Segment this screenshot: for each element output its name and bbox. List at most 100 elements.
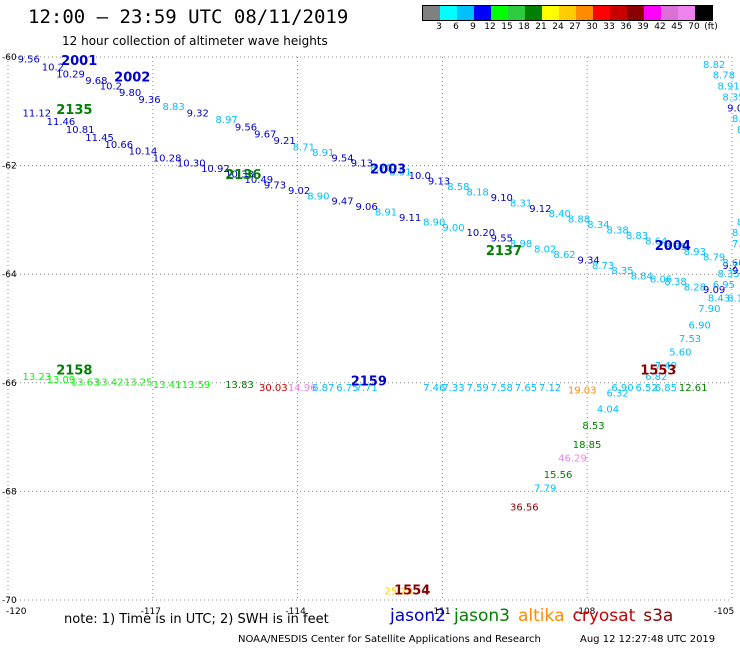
- swh-point-label: 7.12: [539, 383, 561, 394]
- colorbar-label: 70: [688, 22, 700, 32]
- lon-tick-label: -114: [285, 607, 306, 617]
- colorbar-swatch: [474, 6, 491, 20]
- swh-point-label: 8.28: [684, 282, 706, 293]
- pass-number-label: 2001: [61, 54, 97, 69]
- colorbar-label: 15: [501, 22, 513, 32]
- swh-point-label: 8.93: [684, 247, 706, 258]
- swh-point-label: 8.64: [645, 236, 667, 247]
- pass-number-label: 2159: [351, 375, 387, 390]
- swh-point-label: 10.29: [56, 70, 85, 81]
- swh-point-label: 8.91: [718, 82, 740, 93]
- pass-number-label: 2002: [114, 70, 150, 85]
- swh-point-label: 7.90: [698, 304, 720, 315]
- colorbar-label: 24: [552, 22, 564, 32]
- swh-point-label: 8.78: [713, 71, 735, 82]
- swh-point-label: 9.47: [331, 197, 353, 208]
- swh-point-label: 8.30: [732, 228, 740, 239]
- colorbar-label: (ft): [704, 22, 718, 32]
- pass-number-label: 2136: [225, 168, 261, 183]
- swh-point-label: 8.91: [375, 208, 397, 219]
- pass-number-label: 1553: [640, 364, 676, 379]
- swh-point-label: 9.56: [18, 54, 40, 65]
- map-title: 12:00 – 23:59 UTC 08/11/2019: [28, 6, 349, 28]
- swh-point-label: 8.97: [216, 115, 238, 126]
- map-grid: [7, 56, 733, 601]
- colorbar-label: 33: [603, 22, 615, 32]
- lat-tick-label: -62: [2, 162, 17, 172]
- swh-point-label: 10.81: [66, 125, 95, 136]
- swh-point-label: 6.82: [645, 372, 667, 383]
- satellite-legend-cryosat: cryosat: [572, 606, 636, 626]
- swh-point-label: 6.85: [655, 383, 677, 394]
- swh-point-label: 10.20: [467, 228, 496, 239]
- swh-point-label: 8.73: [592, 261, 614, 272]
- swh-point-label: 7.49: [655, 361, 677, 372]
- colorbar-label: 12: [484, 22, 496, 32]
- swh-point-label: 6.32: [607, 388, 629, 399]
- swh-point-label: 8.85: [664, 242, 686, 253]
- swh-point-label: 8.35: [718, 269, 740, 280]
- colorbar-label: 3: [436, 22, 442, 32]
- swh-point-label: 9.13: [351, 159, 373, 170]
- colorbar-swatch: [593, 6, 610, 20]
- swh-point-label: 9.11: [399, 213, 421, 224]
- satellite-legend-jason3: jason3: [454, 606, 510, 626]
- swh-points: 9.5610.210.299.6810.29.809.368.839.328.9…: [18, 54, 740, 597]
- swh-point-label: 14.96: [288, 383, 317, 394]
- colorbar-swatch: [423, 6, 440, 20]
- swh-point-label: 11.46: [47, 117, 76, 128]
- map-subtitle: 12 hour collection of altimeter wave hei…: [62, 34, 328, 48]
- swh-point-label: 12.61: [679, 383, 708, 394]
- swh-point-label: 8.71: [293, 142, 315, 153]
- swh-point-label: 9.10: [491, 193, 513, 204]
- swh-point-label: 9.55: [491, 234, 513, 245]
- swh-point-label: 19.03: [568, 386, 597, 397]
- pass-number-label: 2137: [486, 244, 522, 259]
- swh-point-label: 13.09: [47, 375, 76, 386]
- pass-number-label: 2135: [56, 103, 92, 118]
- colorbar-label: 21: [535, 22, 547, 32]
- swh-point-label: 8.91: [389, 167, 411, 178]
- swh-point-label: 8.84: [631, 272, 653, 283]
- swh-point-label: 9.77: [722, 261, 740, 272]
- pass-labels: 2001 2002 2135 2136 2003 2137 2004 1553 1554 2158…: [56, 54, 691, 598]
- swh-point-label: 13.59: [182, 380, 211, 391]
- swh-point-label: 7.59: [467, 383, 489, 394]
- colorbar-label: 39: [637, 22, 649, 32]
- swh-point-label: 10.2: [100, 82, 122, 93]
- swh-point-label: 10.66: [105, 140, 134, 151]
- swh-point-label: 10.2: [42, 63, 64, 74]
- swh-point-label: 5.60: [669, 348, 691, 359]
- swh-point-label: 10.33: [225, 170, 254, 181]
- colorbar-swatch: [457, 6, 474, 20]
- swh-point-label: 13.23: [22, 372, 51, 383]
- colorbar-swatch: [695, 6, 712, 20]
- swh-point-label: 8.79: [703, 253, 725, 264]
- swh-point-label: 8.96: [732, 114, 740, 125]
- swh-point-label: 7.79: [534, 483, 556, 494]
- swh-point-label: 9.09: [703, 285, 725, 296]
- swh-point-label: 8.38: [664, 277, 686, 288]
- swh-point-label: 30.03: [259, 383, 288, 394]
- swh-point-label: 46.29: [558, 454, 587, 465]
- swh-point-label: 9.50: [732, 266, 740, 277]
- swh-point-label: 8.90: [307, 191, 329, 202]
- colorbar-swatch: [610, 6, 627, 20]
- swh-point-label: 4.04: [597, 405, 619, 416]
- swh-point-label: 8.58: [447, 182, 469, 193]
- swh-point-label: 9.13: [428, 177, 450, 188]
- swh-point-label: 9.12: [529, 204, 551, 215]
- swh-point-label: 8.31: [510, 198, 532, 209]
- colorbar-label: 9: [470, 22, 476, 32]
- colorbar-swatch: [644, 6, 661, 20]
- lon-tick-label: -108: [575, 607, 596, 617]
- swh-point-label: 9.36: [138, 95, 160, 106]
- swh-point-label: 8.19: [727, 293, 740, 304]
- pass-number-label: 2003: [370, 163, 406, 178]
- colorbar-swatch: [661, 6, 678, 20]
- swh-point-label: 9.06: [356, 202, 378, 213]
- credit-line: NOAA/NESDIS Center for Satellite Applica…: [238, 634, 541, 645]
- swh-colorbar: [422, 5, 713, 21]
- lon-tick-label: -111: [430, 607, 450, 617]
